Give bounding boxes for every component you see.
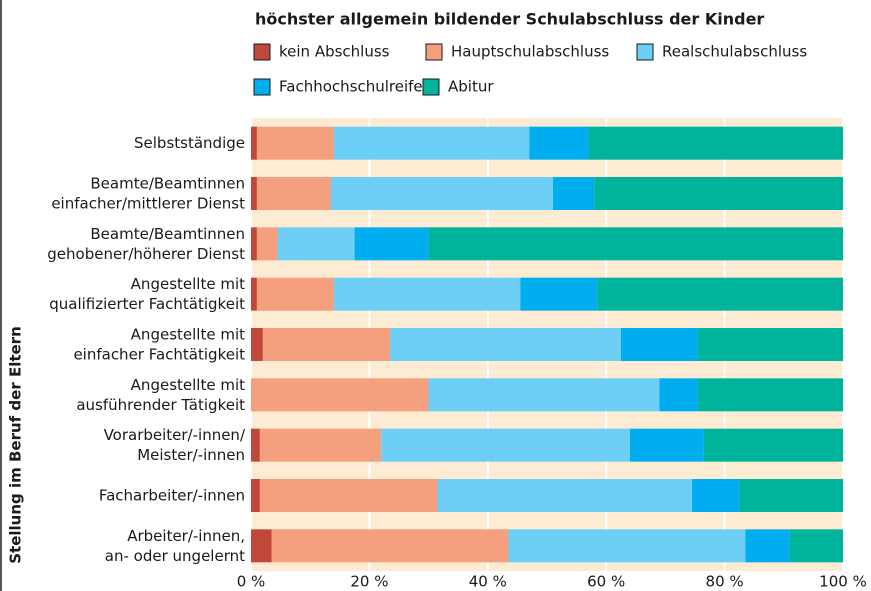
bar-segment [262, 328, 391, 361]
y-tick-label: Beamte/Beamtinnen gehobener/höherer Diens… [47, 224, 245, 262]
bar-segment [588, 126, 843, 160]
bar-segment [594, 177, 843, 210]
chart-title: höchster allgemein bildender Schulabschl… [255, 10, 764, 29]
bar-segment [437, 479, 693, 512]
bar-segment [251, 479, 260, 512]
bar-segment [251, 428, 260, 462]
y-tick-label: Angestellte mit ausführender Tätigkeit [76, 375, 245, 413]
bar-segment [251, 126, 257, 160]
bar-segment [333, 277, 521, 311]
legend-swatch [253, 78, 271, 96]
bar-segment [256, 126, 334, 160]
y-tick-label: Arbeiter/-innen, an- oder ungelernt [105, 526, 245, 564]
bar-segment [692, 479, 740, 512]
bar-segment [259, 479, 438, 512]
y-axis-label: Stellung im Beruf der Eltern [7, 326, 25, 564]
legend-label: Fachhochschulreife [279, 78, 423, 96]
bar-segment [259, 428, 382, 462]
legend-label: Abitur [448, 78, 494, 96]
bar-segment [256, 227, 278, 261]
x-tick-label: 100 % [819, 573, 867, 591]
bar-segment [256, 177, 331, 210]
bar-segment [251, 529, 272, 563]
bar-segment [739, 479, 843, 512]
bar-segment [381, 428, 630, 462]
bar-segment [552, 177, 595, 210]
bar-segment [390, 328, 621, 361]
bar-segment [697, 328, 843, 361]
bar-segment [508, 529, 746, 563]
bar-segment [659, 378, 698, 412]
x-tick-label: 40 % [469, 573, 507, 591]
bar-segment [256, 277, 334, 311]
bar-segment [597, 277, 843, 311]
bar-segment [251, 277, 257, 311]
legend-label: kein Abschluss [279, 43, 390, 61]
bar-segment [621, 328, 698, 361]
x-tick-label: 60 % [587, 573, 625, 591]
bar-segment [520, 277, 598, 311]
legend-swatch [636, 43, 654, 61]
bar-segment [428, 378, 660, 412]
bar-segment [251, 177, 257, 210]
bar-segment [789, 529, 843, 563]
y-tick-label: Angestellte mit einfacher Fachtätigkeit [73, 325, 245, 363]
bar-segment [277, 227, 355, 261]
x-tick-label: 80 % [706, 573, 744, 591]
y-tick-label: Beamte/Beamtinnen einfacher/mittlerer Die… [51, 174, 245, 212]
legend-swatch [422, 78, 440, 96]
bar-segment [330, 177, 553, 210]
legend-label: Realschulabschluss [662, 43, 807, 61]
legend-label: Hauptschulabschluss [451, 43, 609, 61]
bar-segment [629, 428, 704, 462]
bar-segment [745, 529, 790, 563]
bar-segment [354, 227, 429, 261]
bar-segment [529, 126, 589, 160]
y-tick-label: Angestellte mit qualifizierter Fachtätigk… [49, 275, 245, 313]
legend-swatch [253, 43, 271, 61]
y-tick-label: Selbstständige [134, 134, 245, 152]
bar-segment [251, 378, 429, 412]
bar-segment [271, 529, 509, 563]
bar-segment [697, 378, 843, 412]
bar-segment [251, 328, 263, 361]
bar-segment [428, 227, 843, 261]
y-tick-label: Vorarbeiter/-innen/Meister/-innen [104, 426, 246, 464]
legend-swatch [425, 43, 443, 61]
bar-segment [703, 428, 843, 462]
bar-segment [333, 126, 530, 160]
y-tick-label: Facharbeiter/-innen [99, 486, 245, 504]
bar-segment [251, 227, 257, 261]
x-tick-label: 0 % [237, 573, 266, 591]
x-tick-label: 20 % [350, 573, 388, 591]
